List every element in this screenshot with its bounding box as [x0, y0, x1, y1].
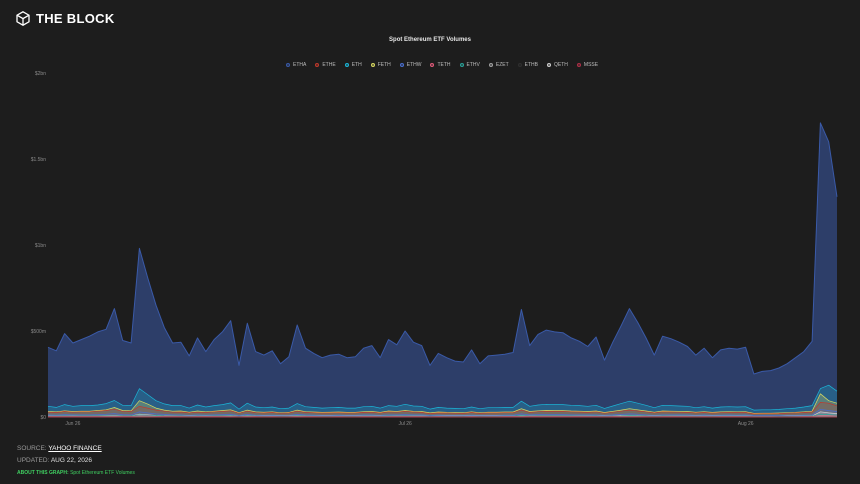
legend-label: ETHE — [322, 62, 336, 68]
chart-legend: ETHA ETHE ETH FETH ETHW TETH ETHV EZET ETHB QETH M… — [286, 62, 598, 68]
series-area-eth — [48, 385, 837, 417]
series-line-feth — [47, 393, 838, 414]
source-link[interactable]: YAHOO FINANCE — [48, 445, 102, 452]
legend-swatch — [286, 63, 290, 67]
legend-item-feth[interactable]: FETH — [370, 62, 391, 68]
legend-swatch — [576, 63, 581, 67]
source-label: SOURCE: — [17, 445, 47, 452]
legend-swatch — [547, 63, 552, 67]
legend-swatch — [430, 63, 435, 67]
legend-item-ethe[interactable]: ETHE — [315, 62, 336, 68]
legend-label: EZET — [495, 62, 509, 68]
legend-swatch — [315, 63, 320, 67]
legend-item-ethb[interactable]: ETHB — [517, 62, 539, 68]
legend-swatch — [517, 63, 522, 67]
updated-line: UPDATED: AUG 22, 2026 — [17, 457, 92, 464]
legend-label: ETHB — [524, 62, 539, 68]
y-tick-label: $0 — [40, 415, 46, 421]
about-value: Spot Ethereum ETF Volumes — [70, 470, 135, 476]
x-tick-label: Aug 26 — [738, 421, 754, 427]
brand[interactable]: THE BLOCK — [16, 11, 115, 26]
legend-item-ethv[interactable]: ETHV — [459, 62, 480, 68]
legend-swatch — [344, 63, 349, 67]
series-line-ethe — [47, 402, 838, 415]
legend-swatch — [459, 63, 464, 67]
series-line-ethw — [47, 408, 838, 416]
y-tick-label: $500m — [31, 329, 46, 335]
y-tick-label: $1.5bn — [31, 157, 47, 163]
legend-item-qeth[interactable]: QETH — [547, 62, 568, 68]
series-line-eth — [47, 384, 838, 411]
legend-swatch — [488, 63, 493, 67]
updated-value: AUG 22, 2026 — [50, 457, 93, 464]
legend-label: ETHV — [466, 62, 480, 68]
legend-label: FETH — [377, 62, 391, 68]
legend-label: TETH — [437, 62, 451, 68]
block-cube-icon — [16, 11, 30, 26]
legend-item-ethw[interactable]: ETHW — [399, 62, 422, 68]
legend-item-ezet[interactable]: EZET — [488, 62, 509, 68]
brand-name: THE BLOCK — [36, 11, 115, 26]
series-area-ethe — [48, 402, 837, 417]
y-tick-label: $2bn — [35, 71, 46, 77]
legend-item-msse[interactable]: MSSE — [576, 62, 599, 68]
legend-label: ETH — [351, 62, 362, 68]
about-label: ABOUT THIS GRAPH: — [17, 470, 69, 476]
legend-label: ETHA — [293, 62, 307, 68]
x-tick-label: Jul 26 — [398, 421, 412, 427]
source-line: SOURCE: YAHOO FINANCE — [17, 445, 102, 452]
legend-item-teth[interactable]: TETH — [430, 62, 451, 68]
updated-label: UPDATED: — [17, 457, 50, 464]
legend-label: QETH — [554, 62, 568, 68]
series-line-ethv — [48, 413, 838, 417]
about-line: ABOUT THIS GRAPH: Spot Ethereum ETF Volu… — [17, 470, 135, 476]
series-line-etha — [47, 122, 838, 375]
legend-label: ETHW — [406, 62, 422, 68]
series-area-ethw — [48, 409, 837, 417]
legend-item-etha[interactable]: ETHA — [286, 62, 306, 68]
legend-item-eth[interactable]: ETH — [344, 62, 362, 68]
y-tick-label: $1bn — [35, 243, 46, 249]
legend-swatch — [370, 63, 375, 67]
legend-swatch — [399, 63, 404, 67]
chart-title: Spot Ethereum ETF Volumes — [389, 37, 471, 43]
x-tick-label: Jun 26 — [65, 421, 80, 427]
series-area-etha — [48, 122, 837, 418]
legend-label: MSSE — [583, 62, 599, 68]
